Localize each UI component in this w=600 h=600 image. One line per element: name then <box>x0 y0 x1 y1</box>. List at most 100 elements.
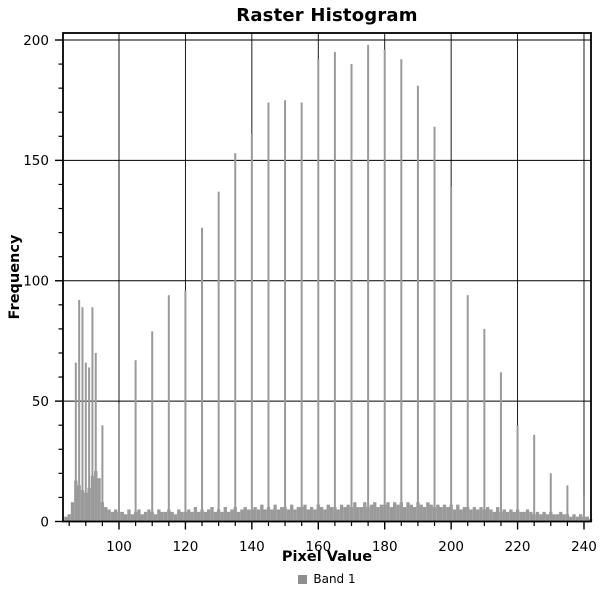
chart-title: Raster Histogram <box>236 5 418 26</box>
histogram-bar <box>409 504 413 522</box>
histogram-bar <box>356 507 360 522</box>
histogram-bar <box>256 509 261 522</box>
histogram-bar <box>502 509 506 522</box>
histogram-spike <box>167 295 170 522</box>
legend: Band 1 <box>63 570 591 588</box>
histogram-bar <box>177 509 181 522</box>
histogram-spike <box>118 403 120 522</box>
histogram-bar <box>163 511 168 522</box>
histogram-bar <box>359 507 364 522</box>
histogram-spike <box>74 362 77 522</box>
histogram-bar <box>396 504 400 522</box>
histogram-bar <box>552 514 556 522</box>
histogram-bar <box>120 511 124 522</box>
histogram-spike <box>134 360 137 522</box>
legend-swatch-icon <box>298 574 308 584</box>
histogram-bar <box>290 504 294 522</box>
histogram-bar <box>369 504 374 522</box>
x-tick-label: 220 <box>505 539 531 555</box>
histogram-bar <box>555 514 560 522</box>
histogram-bar <box>442 504 447 522</box>
histogram-bar <box>160 511 164 522</box>
histogram-spike <box>78 300 81 522</box>
histogram-bar <box>130 514 134 522</box>
histogram-bar <box>303 504 307 522</box>
histogram-bar <box>353 502 357 522</box>
histogram-bar <box>535 511 540 522</box>
histogram-bar <box>393 502 397 522</box>
histogram-spike <box>94 352 97 522</box>
histogram-bar <box>326 504 330 522</box>
histogram-bar <box>67 514 71 522</box>
histogram-bar <box>562 514 566 522</box>
histogram-spike <box>81 307 84 522</box>
histogram-bar <box>153 514 158 522</box>
histogram-bar <box>512 511 516 522</box>
histogram-bar <box>127 509 131 522</box>
histogram-bar <box>406 502 410 522</box>
histogram-bar <box>123 514 128 522</box>
histogram-spike <box>483 328 486 522</box>
histogram-bar <box>426 502 430 522</box>
histogram-bar <box>579 514 583 522</box>
histogram-bar <box>402 507 407 522</box>
histogram-bar <box>309 507 314 522</box>
x-tick-label: 160 <box>305 539 331 555</box>
histogram-spike <box>566 485 569 522</box>
histogram-bar <box>529 511 533 522</box>
histogram-spike <box>333 52 336 522</box>
histogram-spike <box>101 425 104 522</box>
histogram-bar <box>585 516 589 522</box>
histogram-bar <box>70 502 75 522</box>
x-tick-label: 140 <box>239 539 265 555</box>
histogram-bar <box>439 507 443 522</box>
histogram-bar <box>137 509 141 522</box>
histogram-bar <box>346 504 350 522</box>
histogram-bar <box>107 509 111 522</box>
y-axis-label: Frequency <box>7 234 23 320</box>
histogram-spike <box>466 295 469 522</box>
histogram-bar <box>456 504 460 522</box>
histogram-spike <box>516 425 519 522</box>
histogram-bar <box>293 509 297 522</box>
histogram-bar <box>476 509 480 522</box>
x-tick-label: 200 <box>438 539 464 555</box>
histogram-bar <box>226 511 231 522</box>
histogram-spike <box>499 372 502 522</box>
histogram-bar <box>157 509 161 522</box>
histogram-bar <box>276 509 281 522</box>
x-axis-label: Pixel Value <box>281 549 373 565</box>
histogram-bar <box>263 509 267 522</box>
histogram-bar <box>446 507 450 522</box>
histogram-spike <box>217 191 220 522</box>
histogram-bar <box>495 507 500 522</box>
histogram-bar <box>519 511 523 522</box>
histogram-bar <box>545 514 550 522</box>
histogram-spike <box>317 59 320 522</box>
histogram-bar <box>472 507 477 522</box>
histogram-bar <box>522 511 526 522</box>
histogram-bar <box>376 507 380 522</box>
histogram-bar <box>143 511 148 522</box>
histogram-bar <box>97 478 101 522</box>
legend-label: Band 1 <box>313 572 356 586</box>
x-tick-label: 180 <box>372 539 398 555</box>
histogram-spike <box>416 85 419 522</box>
histogram-bar <box>336 509 340 522</box>
histogram-bar <box>462 507 467 522</box>
histogram-bar <box>220 511 224 522</box>
histogram-bar <box>505 511 510 522</box>
histogram-bar <box>223 507 227 522</box>
histogram-bar <box>339 504 344 522</box>
histogram-bar <box>436 504 440 522</box>
histogram-bar <box>246 509 251 522</box>
histogram-bar <box>207 509 211 522</box>
histogram-spike <box>267 102 270 522</box>
histogram-bar <box>492 511 496 522</box>
histogram-spike <box>450 186 453 522</box>
histogram-bar <box>542 511 546 522</box>
histogram-bar <box>559 511 563 522</box>
histogram-bar <box>170 511 174 522</box>
histogram-spike <box>84 362 87 522</box>
histogram-spike <box>201 227 204 522</box>
